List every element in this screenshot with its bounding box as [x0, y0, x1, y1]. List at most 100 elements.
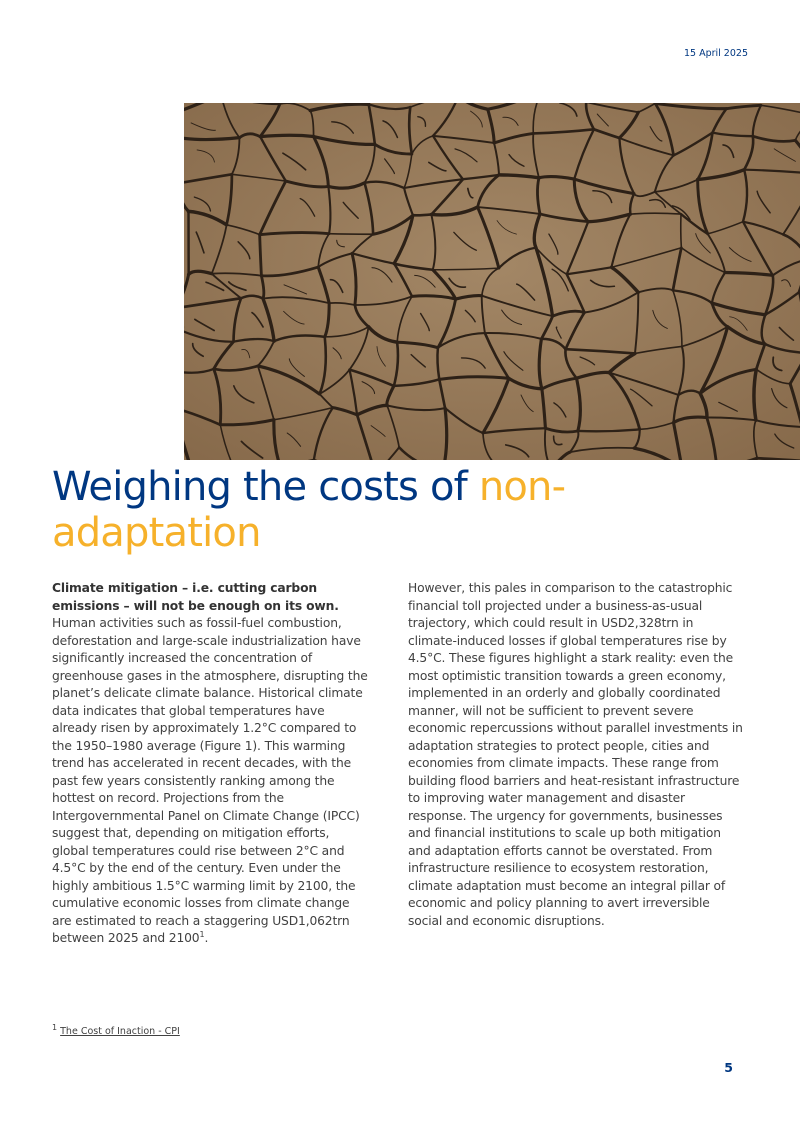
crack	[384, 158, 396, 175]
crack	[432, 134, 496, 144]
crack	[241, 349, 251, 359]
crack	[618, 137, 675, 157]
crack	[502, 116, 519, 126]
crack	[535, 246, 568, 276]
crack	[466, 187, 474, 199]
crack	[553, 402, 567, 418]
crack	[520, 394, 534, 413]
crack	[230, 136, 241, 176]
crack	[414, 274, 436, 288]
crack	[258, 231, 331, 237]
crack	[410, 294, 458, 301]
crack	[195, 231, 205, 254]
crack	[331, 121, 355, 134]
crack	[551, 268, 569, 292]
crack	[212, 364, 260, 372]
crack	[710, 271, 727, 305]
crack	[653, 191, 682, 215]
crack	[366, 325, 399, 344]
crack	[225, 223, 261, 236]
crack	[746, 456, 759, 460]
crack	[764, 290, 800, 316]
crack	[350, 251, 358, 307]
crack	[448, 277, 467, 289]
title-main: Weighing the costs of	[52, 464, 468, 510]
crack	[565, 266, 613, 276]
crack	[212, 340, 236, 371]
crack	[773, 148, 796, 162]
crack	[184, 103, 205, 112]
crack	[371, 213, 415, 236]
crack	[698, 367, 758, 395]
crack	[318, 368, 351, 395]
crack	[725, 325, 767, 346]
crack	[465, 103, 490, 111]
crack	[618, 136, 636, 195]
footnote-link[interactable]: The Cost of Inaction - CPI	[60, 1026, 180, 1037]
crack	[742, 134, 755, 171]
crack	[225, 172, 234, 227]
crack	[476, 206, 541, 215]
crack	[671, 246, 683, 292]
crack	[481, 427, 547, 435]
crack	[671, 205, 691, 221]
crack	[348, 368, 396, 388]
crack	[555, 326, 562, 339]
crack	[483, 331, 511, 380]
crack	[534, 246, 555, 318]
crack	[363, 143, 376, 184]
crack	[323, 301, 331, 339]
crack	[592, 189, 613, 204]
crack	[431, 268, 458, 301]
crack	[755, 368, 791, 385]
crack	[184, 330, 235, 343]
crack	[532, 103, 538, 135]
crack	[572, 177, 590, 224]
crack	[706, 220, 744, 235]
lead: Climate mitigation – i.e. cutting carbon…	[52, 581, 339, 613]
crack	[460, 357, 486, 369]
crack	[677, 389, 702, 397]
crack	[532, 132, 540, 179]
crack	[610, 247, 683, 269]
crack	[610, 213, 632, 269]
crack	[536, 176, 542, 216]
crack	[569, 446, 636, 454]
crack	[382, 120, 399, 139]
crack	[312, 135, 330, 188]
crack	[396, 295, 413, 344]
footnote-ref: 1	[199, 929, 205, 939]
crack	[212, 367, 223, 427]
crack	[698, 391, 709, 420]
crack	[476, 173, 501, 209]
crack	[437, 378, 447, 410]
crack	[258, 103, 282, 139]
crack	[461, 173, 501, 181]
crack	[403, 186, 414, 217]
crack	[436, 331, 486, 349]
crack	[317, 232, 330, 268]
crack	[184, 272, 191, 295]
crack	[316, 265, 331, 305]
crack	[283, 284, 308, 295]
crack	[454, 148, 478, 163]
crack	[771, 260, 800, 277]
crack	[583, 291, 640, 314]
crack	[443, 406, 485, 435]
crack	[565, 220, 590, 276]
crack	[718, 401, 738, 412]
crack	[778, 326, 795, 341]
crack	[232, 385, 255, 404]
crack	[586, 103, 640, 114]
date: 15 April 2025	[683, 48, 748, 59]
crack	[288, 358, 305, 377]
crack	[309, 109, 315, 138]
crack	[501, 309, 523, 325]
crack	[257, 365, 275, 421]
crack	[273, 406, 334, 421]
crack	[443, 406, 449, 460]
crack	[430, 213, 437, 271]
crack	[573, 128, 596, 181]
crack	[760, 104, 800, 114]
crack	[186, 209, 229, 227]
